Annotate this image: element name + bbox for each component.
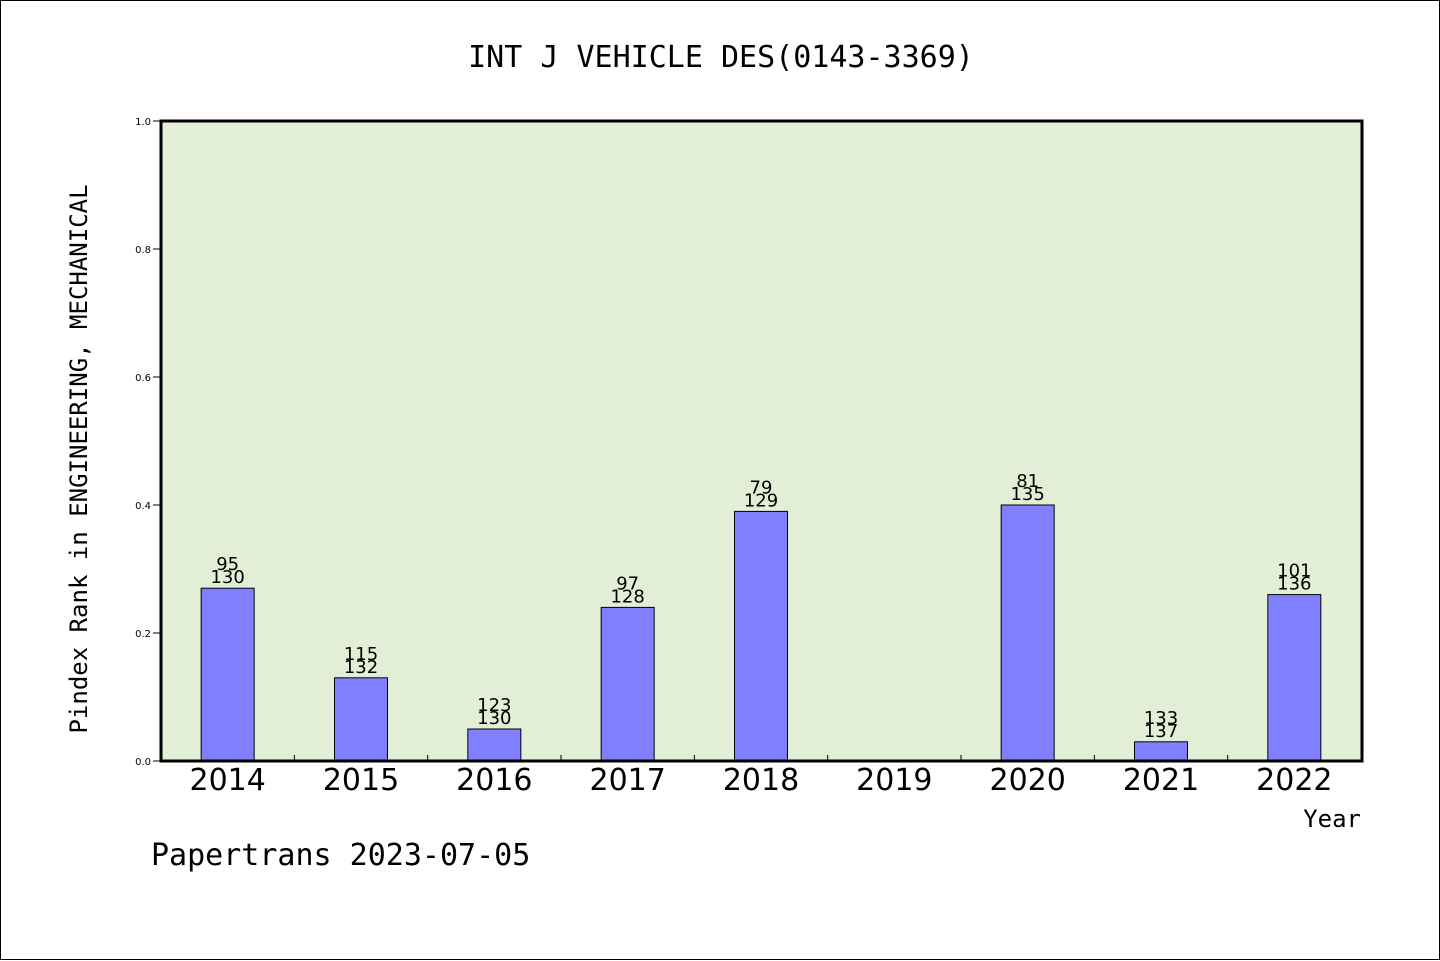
y-tick-label: 0.8: [135, 245, 151, 256]
bar-2017: [600, 606, 655, 762]
y-tick-label: 1.0: [135, 117, 151, 128]
x-tick-label: 2017: [589, 763, 665, 798]
rank-label: 97: [616, 573, 639, 594]
total-label: 130: [210, 567, 244, 588]
x-tick-label: 2015: [323, 763, 399, 798]
x-tick-label: 2020: [989, 763, 1065, 798]
plot-border: [159, 119, 1364, 763]
y-axis: 0.0 0.2 0.4 0.6 0.8 1.0: [135, 117, 161, 768]
bar-2014: [200, 587, 255, 762]
rank-label: 81: [1016, 471, 1039, 492]
bar-2021: [1134, 741, 1188, 762]
x-tick-label: 2018: [723, 763, 799, 798]
chart-title: INT J VEHICLE DES(0143-3369): [468, 40, 974, 75]
rank-label: 101: [1277, 561, 1311, 582]
x-tick-label: 2022: [1256, 763, 1332, 798]
total-label: 137: [1144, 721, 1178, 742]
bar-2022: [1267, 594, 1322, 762]
rank-label: 95: [216, 554, 239, 575]
bars: [200, 504, 1322, 762]
x-tick-label: 2014: [189, 763, 265, 798]
rank-label: 123: [477, 695, 511, 716]
total-label: 132: [344, 657, 378, 678]
total-label: 129: [744, 490, 778, 511]
x-tick-label: 2019: [856, 763, 932, 798]
y-tick-label: 0.2: [135, 629, 151, 640]
x-tick-label: 2021: [1123, 763, 1199, 798]
y-axis-label: Pindex Rank in ENGINEERING, MECHANICAL: [65, 184, 93, 733]
x-tick-label: 2016: [456, 763, 532, 798]
bar-2016: [467, 728, 522, 762]
total-label: 128: [610, 586, 644, 607]
y-tick-label: 0.0: [135, 757, 151, 768]
x-axis: 2014 2015 2016 2017 2018 2019 2020 2021 2022: [189, 755, 1333, 798]
bar-2015: [334, 677, 388, 762]
total-label: 136: [1277, 574, 1311, 595]
y-tick-label: 0.6: [135, 373, 151, 384]
bar-2018: [734, 510, 788, 762]
bar-labels: 9513011513212313097128791298113513313710…: [210, 471, 1311, 742]
rank-label: 79: [750, 477, 773, 498]
rank-label: 133: [1144, 708, 1178, 729]
rank-label: 115: [344, 644, 378, 665]
bar-2020: [1000, 504, 1055, 762]
total-label: 130: [477, 708, 511, 729]
x-axis-label: Year: [1303, 805, 1361, 833]
y-tick-label: 0.4: [135, 501, 151, 512]
total-label: 135: [1010, 484, 1044, 505]
credit-text: Papertrans 2023-07-05: [151, 838, 530, 873]
